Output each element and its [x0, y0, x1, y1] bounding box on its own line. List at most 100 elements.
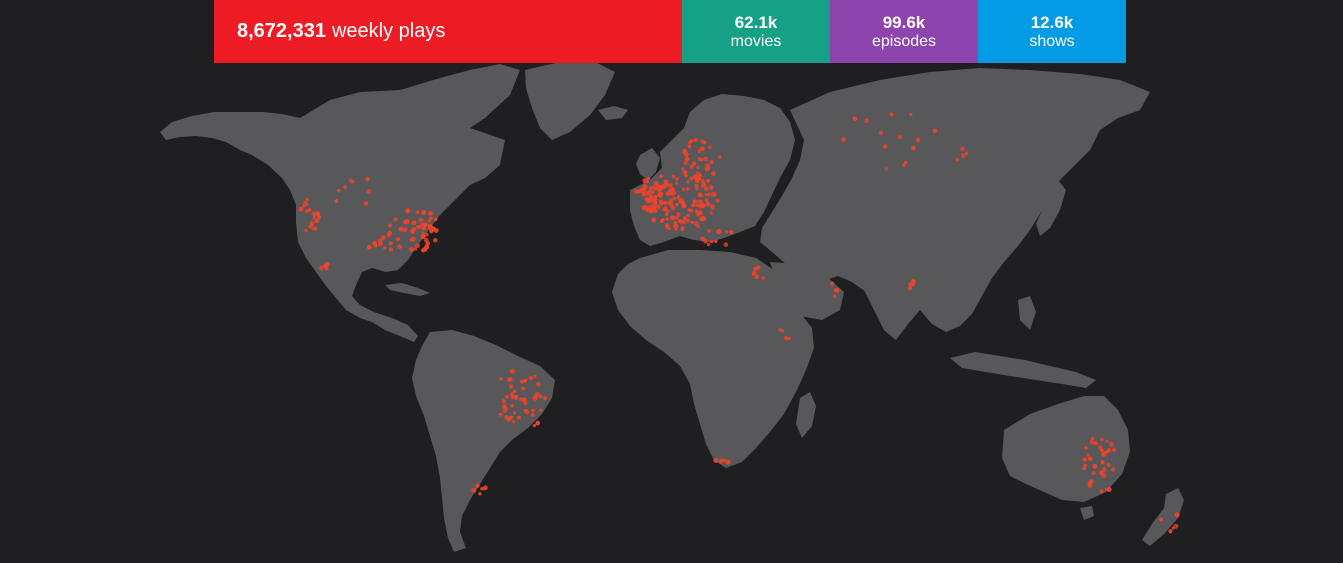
- play-location-dot: [311, 211, 317, 216]
- play-location-dot: [697, 192, 703, 198]
- play-location-dot: [411, 220, 417, 226]
- play-location-dot: [530, 412, 536, 418]
- play-location-dot: [677, 194, 681, 199]
- tasmania: [1080, 506, 1094, 520]
- shows-value: 12.6k: [1030, 12, 1074, 32]
- south-america-landmass: [412, 330, 555, 552]
- play-location-dot: [416, 225, 420, 229]
- play-location-dot: [538, 394, 543, 399]
- play-location-dot: [1106, 487, 1112, 492]
- play-location-dot: [523, 378, 528, 383]
- play-location-dot: [687, 144, 692, 149]
- play-location-dot: [412, 226, 417, 232]
- play-location-dot: [653, 208, 658, 214]
- play-location-dot: [363, 201, 369, 206]
- play-location-dot: [1100, 459, 1105, 464]
- play-location-dot: [1091, 471, 1096, 475]
- play-location-dot: [689, 139, 694, 143]
- play-location-dot: [1101, 467, 1107, 472]
- play-location-dot: [1083, 463, 1088, 468]
- play-location-dot: [315, 211, 320, 216]
- play-location-dot: [709, 185, 714, 190]
- play-location-dot: [716, 229, 722, 235]
- play-location-dot: [1092, 463, 1098, 469]
- north-america-landmass: [160, 64, 520, 342]
- play-location-dot: [641, 187, 646, 191]
- play-location-dot: [309, 221, 315, 227]
- play-location-dot: [709, 239, 714, 244]
- play-location-dot: [305, 197, 309, 202]
- play-location-dot: [684, 152, 689, 158]
- play-location-dot: [313, 226, 318, 231]
- play-location-dot: [413, 247, 418, 251]
- play-location-dot: [841, 137, 847, 143]
- play-location-dot: [693, 138, 698, 142]
- play-location-dot: [852, 116, 858, 122]
- new-zealand: [1142, 488, 1184, 546]
- play-location-dot: [471, 487, 477, 493]
- play-location-dot: [532, 423, 537, 428]
- weekly-plays-value: 8,672,331: [237, 20, 326, 42]
- play-location-dot: [420, 222, 425, 227]
- play-location-dot: [677, 219, 682, 223]
- play-location-dot: [697, 199, 701, 203]
- play-location-dot: [713, 192, 717, 197]
- play-location-dot: [686, 218, 691, 223]
- play-location-dot: [644, 206, 649, 211]
- play-location-dot: [433, 218, 438, 222]
- play-location-dot: [510, 404, 514, 408]
- play-location-dot: [832, 294, 837, 298]
- play-location-dot: [723, 242, 729, 247]
- play-location-dot: [508, 415, 514, 420]
- arabian-peninsula: [770, 262, 844, 320]
- weekly-plays-label: weekly plays: [331, 20, 446, 42]
- play-location-dot: [388, 247, 393, 252]
- play-location-dot: [652, 206, 656, 210]
- shows-stat: 12.6k shows: [978, 0, 1126, 63]
- play-location-dot: [307, 208, 312, 212]
- play-location-dot: [324, 265, 329, 271]
- play-location-dot: [704, 197, 709, 203]
- play-location-dot: [685, 187, 690, 191]
- episodes-value: 99.6k: [882, 12, 926, 32]
- play-location-dot: [1099, 489, 1104, 494]
- play-location-dot: [694, 175, 700, 180]
- africa-landmass: [612, 250, 814, 468]
- play-location-dot: [700, 146, 705, 151]
- play-location-dot: [879, 130, 884, 135]
- play-location-dot: [1087, 481, 1092, 486]
- play-location-dot: [480, 487, 484, 491]
- play-location-dot: [428, 210, 433, 216]
- play-location-dot: [694, 209, 699, 213]
- play-location-dot: [512, 411, 517, 415]
- movies-value: 62.1k: [734, 12, 778, 32]
- play-location-dot: [1100, 437, 1104, 442]
- play-location-dot: [522, 397, 527, 403]
- play-location-dot: [656, 204, 661, 209]
- play-location-dot: [908, 282, 913, 287]
- play-location-dot: [659, 174, 663, 179]
- play-location-dot: [694, 178, 700, 184]
- play-location-dot: [373, 243, 378, 248]
- play-location-dot: [682, 170, 688, 175]
- play-location-dot: [501, 399, 506, 404]
- play-location-dot: [694, 183, 699, 188]
- play-location-dot: [386, 233, 392, 238]
- play-location-dot: [298, 207, 304, 212]
- play-location-dot: [1084, 446, 1088, 450]
- play-location-dot: [673, 223, 679, 229]
- play-location-dot: [709, 159, 714, 165]
- play-location-dot: [424, 237, 429, 243]
- play-location-dot: [504, 394, 509, 399]
- play-location-dot: [680, 227, 684, 231]
- play-location-dot: [381, 235, 385, 239]
- play-location-dot: [642, 193, 646, 197]
- play-location-dot: [304, 228, 308, 233]
- play-location-dot: [664, 223, 670, 228]
- play-location-dot: [512, 389, 517, 393]
- play-location-dot: [781, 329, 785, 333]
- play-location-dot: [1110, 467, 1116, 472]
- play-location-dot: [502, 404, 507, 410]
